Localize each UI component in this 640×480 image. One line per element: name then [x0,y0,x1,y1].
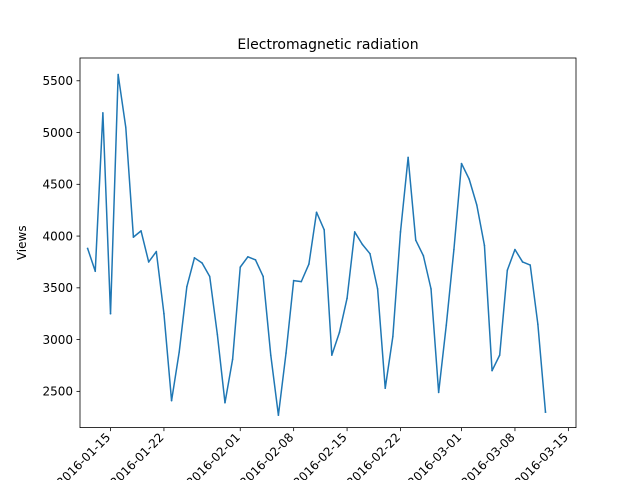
data-point [193,257,196,259]
data-point [544,411,547,413]
data-point [239,266,242,268]
data-point [384,387,387,390]
data-point [521,261,524,263]
data-point [315,211,318,214]
x-tick-label: 2016-01-15 [54,430,113,480]
data-point [414,239,417,242]
data-point [361,243,364,246]
data-point [292,279,295,282]
data-point [262,275,264,278]
y-tick-label: 3500 [42,281,73,295]
data-point [353,231,356,233]
data-point [476,204,478,206]
data-point [437,391,440,394]
data-point [208,275,211,278]
chart-title: Electromagnetic radiation [237,37,418,53]
data-point [537,323,539,325]
data-point [430,288,432,290]
data-point [483,244,486,247]
data-point [247,255,249,258]
y-tick-label: 4000 [42,229,73,243]
data-point [224,401,226,404]
x-tick-label: 2016-02-15 [291,430,350,480]
data-point [170,399,173,402]
data-point [277,414,280,416]
data-point [231,358,234,361]
data-point [338,331,341,334]
data-point [109,312,112,315]
x-tick-label: 2016-03-08 [458,430,517,480]
data-point [269,354,272,356]
data-point [422,254,425,257]
data-point [86,247,89,250]
data-point [514,248,516,251]
data-point [300,280,303,283]
data-point [323,229,325,231]
y-tick-label: 5500 [42,74,73,88]
data-point [117,73,119,76]
data-point [468,178,470,180]
x-tick-label: 2016-03-01 [405,430,464,480]
x-tick-label: 2016-02-22 [344,430,403,480]
data-point [186,286,188,288]
data-point [102,112,104,114]
data-point [491,369,493,372]
data-point [346,297,348,299]
data-point [369,252,371,255]
y-tick-label: 5000 [42,126,73,140]
data-point [498,354,501,356]
data-point [399,231,402,233]
x-tick-label: 2016-02-08 [237,430,296,480]
data-point [216,333,219,336]
data-point [124,126,127,129]
y-tick-label: 3000 [42,333,73,347]
data-point [147,261,150,263]
y-axis-label: Views [15,225,29,260]
x-tick-label: 2016-01-22 [107,430,166,480]
data-point [376,288,379,290]
data-point [308,263,310,265]
data-point [132,236,135,238]
data-point [254,259,257,261]
data-point [140,230,142,232]
data-point [285,352,287,354]
data-point [163,312,165,315]
y-tick-label: 4500 [42,178,73,192]
data-point [407,156,409,159]
plot-background [80,58,576,428]
series-layer [86,73,547,416]
x-tick-label: 2016-03-15 [512,430,571,480]
data-point [392,335,394,338]
data-point [460,162,463,165]
plot-frame [79,57,577,429]
y-tick-label: 2500 [42,385,73,399]
data-point [506,269,509,272]
data-point [155,250,158,253]
data-point [94,270,97,273]
data-point [178,351,180,353]
data-point [445,324,448,326]
data-point [529,264,532,266]
data-point [201,262,203,264]
data-point [453,248,455,251]
y-axis-ticks: 2500 3000 3500 4000 4500 5000 5500 [42,74,80,399]
data-point [331,354,333,356]
x-tick-label: 2016-02-01 [184,430,243,480]
